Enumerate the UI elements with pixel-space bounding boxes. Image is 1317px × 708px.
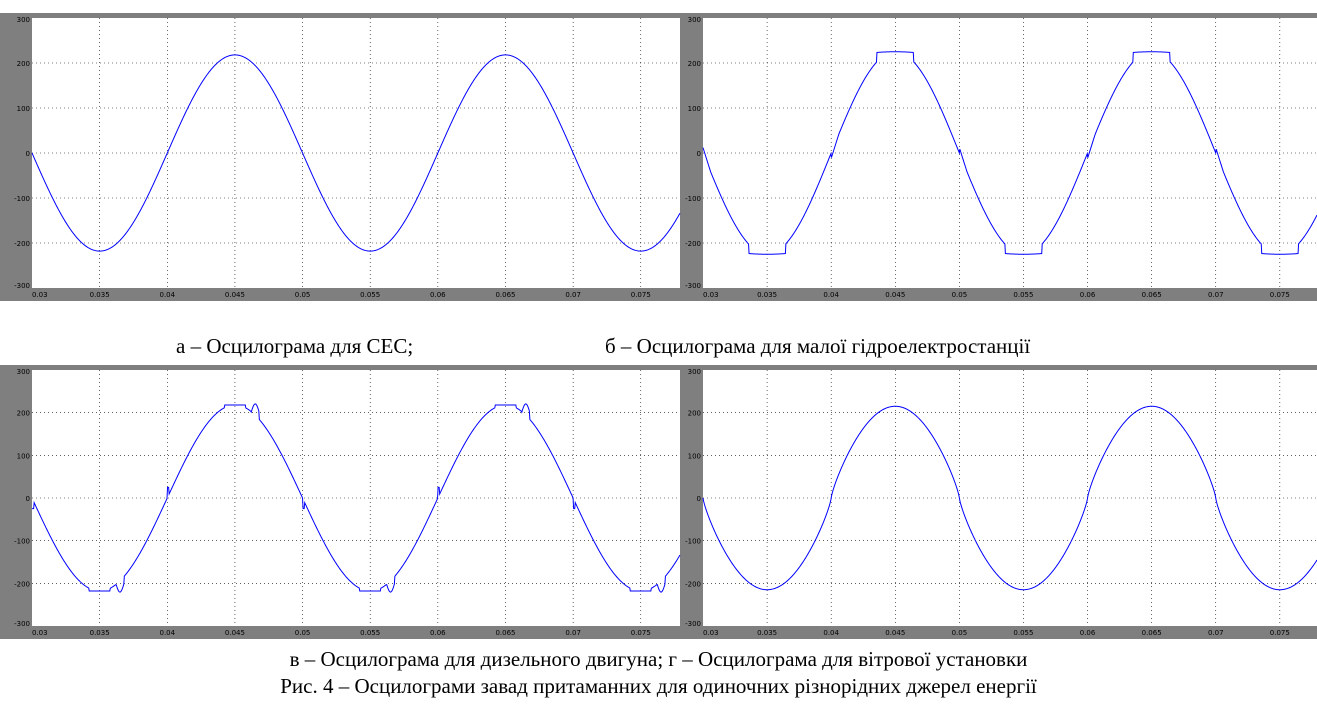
x-tick-label: 0.03 (32, 291, 48, 299)
x-tick-label: 0.06 (430, 291, 446, 299)
x-tick-label: 0.04 (159, 629, 175, 637)
chart-panel-c: 300 200 100 0 -100 -200 -300 0.03 0.035 0.04 0.045… (0, 365, 683, 639)
chart-panel-b: 300 200 100 0 -100 -200 -300 0.03 0.035 0.04 0.045… (683, 13, 1317, 301)
caption-c-d: в – Осцилограма для дизельного двигуна; … (289, 647, 1028, 671)
x-tick-label: 0.055 (1013, 291, 1033, 299)
y-tick-label: 300 (17, 368, 30, 376)
y-tick-label: 0 (697, 495, 701, 503)
y-tick-label: -100 (685, 538, 701, 546)
y-tick-label: 200 (688, 410, 701, 418)
x-tick-label: 0.06 (430, 629, 446, 637)
y-tick-label: 0 (26, 495, 30, 503)
y-tick-label: 300 (688, 368, 701, 376)
y-tick-label: -200 (685, 240, 701, 248)
x-tick-label: 0.045 (885, 291, 905, 299)
y-tick-label: 100 (17, 452, 30, 460)
y-tick-label: -200 (685, 580, 701, 588)
x-tick-label: 0.065 (1142, 629, 1162, 637)
signal-line-d (702, 405, 1317, 591)
x-tick-label: 0.05 (952, 291, 968, 299)
x-tick-label: 0.07 (565, 291, 581, 299)
x-tick-label: 0.07 (565, 629, 581, 637)
y-tick-label: 100 (688, 452, 701, 460)
signal-line-b (702, 51, 1317, 255)
y-tick-label: -300 (685, 282, 701, 290)
x-tick-label: 0.06 (1080, 291, 1096, 299)
x-tick-label: 0.045 (225, 629, 245, 637)
x-tick-label: 0.04 (159, 291, 175, 299)
x-tick-label: 0.03 (32, 629, 48, 637)
y-tick-label: 200 (17, 410, 30, 418)
signal-line-c (32, 403, 681, 593)
chart-panel-a: 300 200 100 0 -100 -200 -300 0.03 0.035 0.04 0.045… (0, 13, 683, 301)
x-tick-label: 0.05 (952, 629, 968, 637)
y-tick-label: 100 (688, 105, 701, 113)
x-tick-label: 0.055 (1013, 629, 1033, 637)
y-tick-label: -100 (14, 538, 30, 546)
x-tick-label: 0.035 (757, 291, 777, 299)
x-tick-label: 0.03 (703, 629, 719, 637)
x-tick-label: 0.035 (757, 629, 777, 637)
y-tick-label: 200 (688, 60, 701, 68)
y-tick-label: -100 (685, 195, 701, 203)
chart-panel-d: 300 200 100 0 -100 -200 -300 0.03 0.035 0.04 0.045… (683, 365, 1317, 639)
y-tick-label: 0 (26, 150, 30, 158)
y-tick-label: -100 (14, 195, 30, 203)
y-tick-label: 200 (17, 60, 30, 68)
x-tick-label: 0.065 (495, 291, 515, 299)
x-tick-label: 0.075 (1270, 291, 1290, 299)
x-tick-label: 0.07 (1208, 629, 1224, 637)
y-tick-label: -200 (14, 580, 30, 588)
x-tick-label: 0.05 (295, 291, 311, 299)
x-tick-label: 0.03 (703, 291, 719, 299)
y-tick-label: 300 (17, 16, 30, 24)
x-tick-label: 0.07 (1208, 291, 1224, 299)
x-tick-label: 0.045 (225, 291, 245, 299)
y-tick-label: 300 (688, 16, 701, 24)
x-tick-label: 0.04 (823, 629, 839, 637)
y-tick-label: -300 (14, 282, 30, 290)
x-tick-label: 0.075 (631, 291, 651, 299)
caption-a: а – Осцилограма для СЕС; (176, 334, 414, 358)
x-tick-label: 0.075 (631, 629, 651, 637)
plot-area-d (703, 370, 1317, 626)
y-tick-label: -300 (14, 620, 30, 628)
y-tick-label: 100 (17, 105, 30, 113)
x-tick-label: 0.04 (823, 291, 839, 299)
x-tick-label: 0.055 (360, 629, 380, 637)
x-tick-label: 0.05 (295, 629, 311, 637)
x-tick-label: 0.075 (1270, 629, 1290, 637)
x-tick-label: 0.065 (495, 629, 515, 637)
caption-b: б – Осцилограма для малої гідроелектрост… (605, 334, 1031, 358)
y-tick-label: -300 (685, 620, 701, 628)
plot-area-b (703, 18, 1317, 288)
y-tick-label: -200 (14, 240, 30, 248)
signal-line-a (31, 54, 681, 252)
y-tick-label: 0 (697, 150, 701, 158)
x-tick-label: 0.055 (360, 291, 380, 299)
x-tick-label: 0.06 (1080, 629, 1096, 637)
x-tick-label: 0.045 (885, 629, 905, 637)
figure-caption: Рис. 4 – Осцилограми завад притаманних д… (280, 674, 1037, 698)
x-tick-label: 0.035 (90, 629, 110, 637)
x-tick-label: 0.065 (1142, 291, 1162, 299)
x-tick-label: 0.035 (90, 291, 110, 299)
